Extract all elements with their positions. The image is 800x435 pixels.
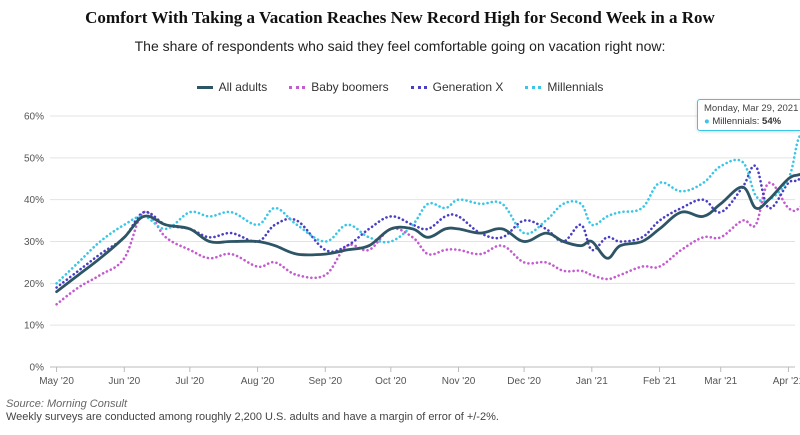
tooltip-series: Millennials [712, 116, 757, 127]
legend-swatch-all-adults [196, 85, 213, 89]
legend-item-baby-boomers[interactable]: Baby boomers [289, 80, 389, 94]
x-tick-label: Jul '20 [176, 376, 205, 387]
y-tick-label: 0% [30, 363, 45, 374]
y-tick-label: 50% [24, 153, 44, 164]
y-tick-label: 10% [24, 321, 44, 332]
x-tick-label: Mar '21 [704, 376, 737, 387]
y-tick-label: 60% [24, 112, 44, 123]
tooltip-date: Monday, Mar 29, 2021 [704, 103, 799, 114]
x-tick-label: Nov '20 [442, 376, 476, 387]
series-line-generation-x [55, 164, 800, 289]
legend-item-millennials[interactable]: Millennials [525, 80, 603, 94]
legend-label-millennials: Millennials [547, 80, 604, 94]
legend-swatch-millennials [525, 85, 542, 89]
series-line-baby-boomers [55, 181, 800, 306]
legend-item-all-adults[interactable]: All adults [196, 80, 268, 94]
tooltip-dot-icon: ● [704, 116, 710, 127]
legend-label-all-adults: All adults [218, 80, 268, 94]
chart-legend: All adults Baby boomers Generation X Mil… [0, 80, 800, 94]
legend-label-baby-boomers: Baby boomers [311, 80, 389, 94]
legend-item-generation-x[interactable]: Generation X [410, 80, 504, 94]
x-tick-label: Sep '20 [308, 376, 342, 387]
chart-subtitle: The share of respondents who said they f… [134, 38, 666, 54]
legend-swatch-baby-boomers [289, 85, 306, 89]
x-tick-label: Dec '20 [507, 376, 541, 387]
x-tick-label: May '20 [39, 376, 74, 387]
x-tick-label: Jun '20 [108, 376, 140, 387]
chart-title: Comfort With Taking a Vacation Reaches N… [85, 8, 715, 27]
data-tooltip: Monday, Mar 29, 2021 ● Millennials: 54% [697, 99, 800, 131]
y-tick-label: 40% [24, 195, 44, 206]
x-tick-label: Jan '21 [576, 376, 608, 387]
series-line-millennials [55, 134, 800, 285]
x-tick-label: Oct '20 [375, 376, 407, 387]
x-tick-label: Feb '21 [643, 376, 676, 387]
legend-label-generation-x: Generation X [432, 80, 504, 94]
tooltip-value: 54% [762, 116, 782, 127]
x-tick-label: Aug '20 [241, 376, 275, 387]
tooltip-value-row: ● Millennials: 54% [704, 116, 782, 127]
source-note: Source: Morning Consult [6, 398, 128, 410]
methodology-note: Weekly surveys are conducted among rough… [6, 411, 499, 423]
y-tick-label: 20% [24, 279, 44, 290]
x-tick-label: Apr '21 [773, 376, 800, 387]
series-line-all-adults [55, 172, 800, 294]
legend-swatch-generation-x [410, 85, 427, 89]
y-tick-label: 30% [24, 237, 44, 248]
